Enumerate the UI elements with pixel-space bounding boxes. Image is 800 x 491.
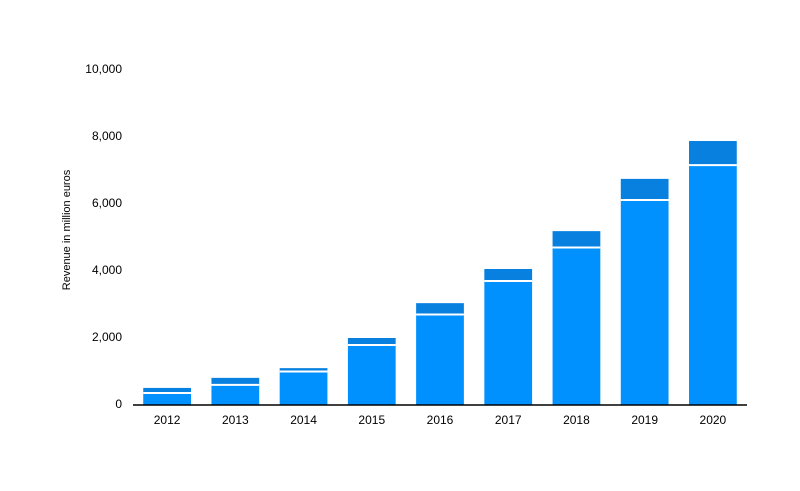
- y-tick-label: 10,000: [85, 62, 122, 76]
- y-tick-label: 0: [115, 397, 122, 411]
- bar-segment: [143, 387, 191, 393]
- x-tick-label: 2016: [427, 413, 454, 427]
- bar-segment: [484, 268, 533, 282]
- y-tick-label: 8,000: [92, 129, 122, 143]
- bar-segment: [484, 281, 533, 405]
- bar-segment: [347, 338, 396, 346]
- bar-segment: [143, 392, 191, 405]
- bar-segment: [689, 141, 737, 166]
- y-axis-label: Revenue in million euros: [61, 169, 73, 290]
- bar-segment: [211, 384, 260, 405]
- bar-segment: [211, 377, 260, 385]
- bar-segment: [416, 314, 464, 405]
- x-tick-label: 2017: [495, 413, 522, 427]
- y-tick-label: 4,000: [92, 263, 122, 277]
- x-tick-label: 2012: [154, 413, 181, 427]
- bar-segment: [416, 303, 464, 315]
- bar-segment: [620, 178, 669, 200]
- bar-segment: [689, 165, 737, 405]
- bar-segment: [552, 231, 601, 248]
- y-tick-label: 6,000: [92, 196, 122, 210]
- x-tick-label: 2018: [563, 413, 590, 427]
- x-tick-label: 2015: [358, 413, 385, 427]
- bar-segment: [620, 199, 669, 405]
- bar-segment: [279, 371, 328, 405]
- bar-segment: [347, 345, 396, 405]
- y-tick-label: 2,000: [92, 330, 122, 344]
- x-tick-label: 2013: [222, 413, 249, 427]
- x-tick-label: 2020: [700, 413, 727, 427]
- x-tick-label: 2014: [290, 413, 317, 427]
- bar-segment: [279, 368, 328, 372]
- x-tick-label: 2019: [631, 413, 658, 427]
- bar-segment: [552, 247, 601, 405]
